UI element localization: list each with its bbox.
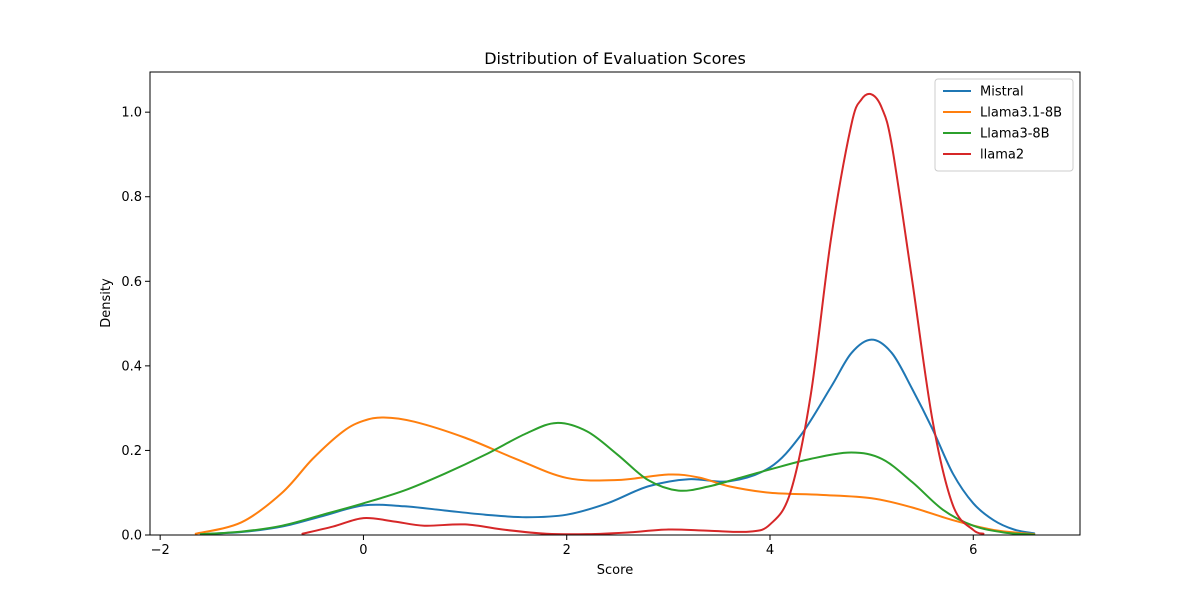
series-line-llama3-8b <box>199 421 1036 535</box>
x-tick-label: 6 <box>969 543 977 558</box>
legend-box <box>934 78 1074 172</box>
x-tick-label: 0 <box>359 543 367 558</box>
legend-label-llama3-1-8b: Llama3.1-8B <box>980 106 1062 121</box>
legend: Mistral Llama3.1-8B Llama3-8B llama2 <box>934 78 1074 172</box>
series-line-llama3-1-8b <box>194 416 1036 535</box>
plot-frame <box>149 71 1081 536</box>
series-lines <box>194 92 1036 535</box>
y-tick-label: 0.8 <box>121 190 142 205</box>
series-line-llama2 <box>301 92 985 535</box>
x-axis-label: Score <box>597 563 633 578</box>
y-axis-label: Density <box>99 278 114 328</box>
x-tick-label: 4 <box>766 543 774 558</box>
y-tick-label: 0.4 <box>121 359 142 374</box>
y-tick-label: 1.0 <box>121 106 142 121</box>
x-tick-label: −2 <box>151 543 170 558</box>
plot-area: −2 0 2 4 6 0.0 0.2 0.4 0.6 0.8 1.0 <box>121 71 1081 558</box>
series-line-mistral <box>199 338 1036 535</box>
chart-title: Distribution of Evaluation Scores <box>484 49 746 68</box>
x-tick-label: 2 <box>563 543 571 558</box>
y-tick-label: 0.6 <box>121 275 142 290</box>
legend-label-llama3-8b: Llama3-8B <box>980 127 1050 142</box>
y-tick-label: 0.2 <box>121 444 142 459</box>
y-tick-label: 0.0 <box>121 529 142 544</box>
legend-label-mistral: Mistral <box>980 85 1024 100</box>
legend-label-llama2: llama2 <box>980 148 1024 163</box>
